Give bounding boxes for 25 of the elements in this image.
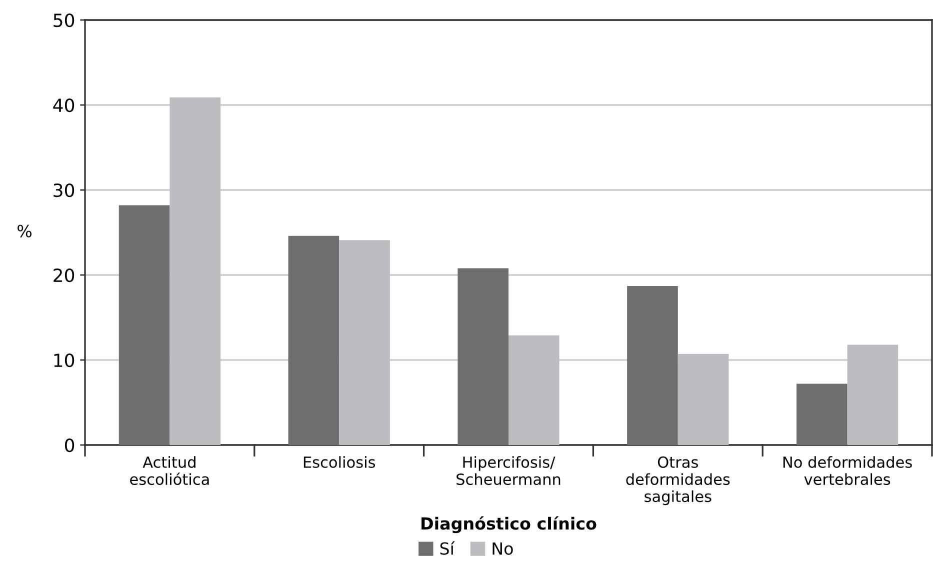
legend-label: No [492,542,513,555]
x-tick-label: Hipercifosis/ Scheuermann [456,456,560,486]
bar [458,268,508,445]
x-tick-label: No deformidades vertebrales [783,456,912,486]
x-tick-label: Escoliosis [304,456,376,468]
bar [118,205,170,445]
bar [847,344,898,445]
y-tick-label: 10 [54,353,74,368]
bar [678,354,729,445]
y-tick-label: 20 [54,268,74,282]
bar [627,286,678,445]
legend-label: Sí [440,541,455,555]
x-tick-label: Otras deformidades sagitales [626,456,730,506]
y-tick-label: 40 [53,98,74,112]
bar [339,240,390,445]
x-tick-label: Actitud escoliótica [130,456,209,486]
bar [288,236,340,445]
bar [508,335,560,445]
x-axis-title: Diagnóstico clínico [422,516,596,534]
y-tick-label: 30 [54,183,74,198]
y-tick-label: 0 [64,438,74,452]
bar [796,384,848,445]
y-axis-title: % [18,224,32,238]
y-tick-label: 50 [54,13,74,28]
bar [170,97,221,445]
